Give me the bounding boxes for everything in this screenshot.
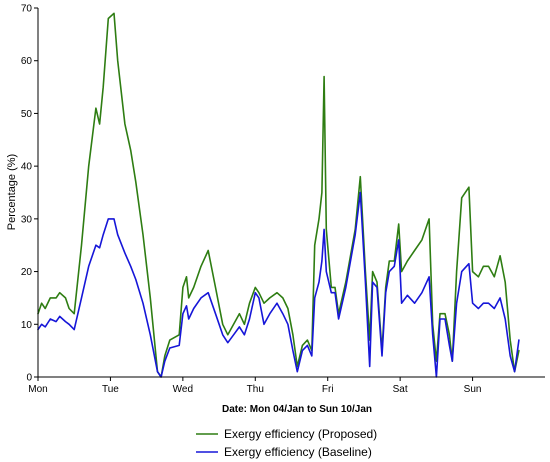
y-tick-label: 40 bbox=[21, 162, 33, 173]
x-axis-title: Date: Mon 04/Jan to Sun 10/Jan bbox=[222, 404, 372, 415]
y-tick-label: 50 bbox=[21, 109, 33, 120]
y-axis-title: Percentage (%) bbox=[6, 154, 18, 230]
y-axis-ticks: 0 10 20 30 40 50 60 70 bbox=[21, 4, 38, 384]
y-tick-label: 60 bbox=[21, 56, 33, 67]
series-line-proposed bbox=[37, 12, 520, 378]
x-tick-label: Sat bbox=[393, 384, 408, 395]
y-tick-label: 0 bbox=[26, 373, 32, 384]
legend: Exergy efficiency (Proposed) Exergy effic… bbox=[196, 427, 377, 459]
x-tick-label: Fri bbox=[322, 384, 334, 395]
x-tick-label: Sun bbox=[464, 384, 482, 395]
plot-area bbox=[37, 12, 520, 378]
series-line-baseline bbox=[37, 191, 520, 378]
legend-label: Exergy efficiency (Proposed) bbox=[224, 427, 377, 441]
y-tick-label: 10 bbox=[21, 320, 33, 331]
x-tick-label: Tue bbox=[102, 384, 119, 395]
legend-label: Exergy efficiency (Baseline) bbox=[224, 445, 372, 459]
x-tick-label: Wed bbox=[173, 384, 193, 395]
y-tick-label: 30 bbox=[21, 214, 33, 225]
axes bbox=[37, 8, 545, 378]
x-axis-ticks: Mon Tue Wed Thu Fri Sat Sun bbox=[28, 377, 481, 395]
x-tick-label: Thu bbox=[247, 384, 264, 395]
x-tick-label: Mon bbox=[28, 384, 47, 395]
y-tick-label: 70 bbox=[21, 4, 33, 15]
y-tick-label: 20 bbox=[21, 267, 33, 278]
